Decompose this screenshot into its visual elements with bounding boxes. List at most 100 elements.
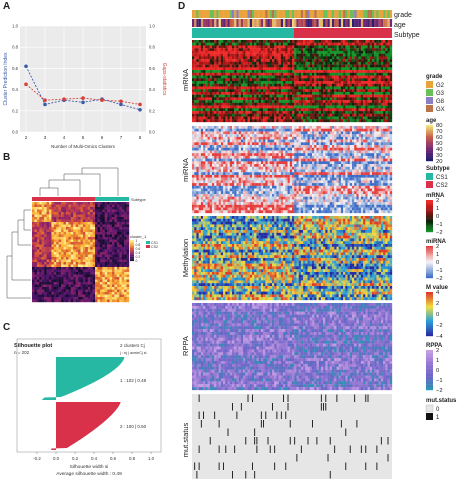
legend-tick: −1	[436, 222, 443, 228]
subtype-track-label: Subtype	[131, 197, 146, 202]
panel-c-silhouette: Silhouette plot n = 202 2 clusters Cj j …	[14, 338, 162, 477]
x-tick-label: -0.2	[33, 456, 41, 461]
legend-label-grade: G2	[436, 83, 445, 89]
legend-tick: 70	[436, 129, 442, 135]
legend-label-subtype: CS2	[436, 183, 448, 189]
silhouette-cluster-2	[51, 402, 121, 450]
legend-tick: −2	[436, 323, 443, 329]
legend-tick: −2	[436, 388, 443, 394]
track-label-grade: grade	[394, 12, 412, 19]
silhouette-x-label: Silhouette width si	[70, 464, 109, 470]
y-right-tick-label: 0.2	[149, 108, 155, 113]
panel-d-multiomics-heatmap: grade age Subtype mRNA miRNA Methylation…	[181, 10, 457, 479]
legend-tick: 4	[436, 290, 440, 296]
x-tick-label: 0.2	[72, 456, 79, 461]
cluster-legend-tick: 0.2	[136, 255, 141, 259]
series-2-point	[119, 99, 123, 104]
series-1-point	[119, 102, 123, 107]
legend-swatch-cs2	[146, 245, 150, 248]
y-left-tick-label: 0.2	[12, 108, 18, 113]
panel-label-d: D	[178, 1, 186, 12]
series-2-point	[43, 98, 47, 102]
legend-swatch-grade	[426, 89, 433, 96]
row-label-rppa: RPPA	[181, 336, 190, 356]
y-right-tick-label: 1.0	[149, 24, 155, 29]
series-2-point	[62, 97, 66, 101]
legend-label-mut-0: 0	[436, 407, 440, 413]
legend-tick: 0	[436, 214, 439, 220]
legend-title-rppa: RPPA	[426, 343, 443, 349]
average-silhouette: Average silhouette width : 0.49	[56, 471, 122, 477]
silhouette-header: j : nj | aveieCj si	[119, 351, 147, 355]
legend-label-mut-1: 1	[436, 415, 440, 421]
y-right-axis-label: Gaps-statistics	[161, 63, 167, 96]
top-dendrogram	[39, 167, 119, 196]
legend-label-cs1: CS1	[151, 241, 158, 245]
x-tick-label: 2	[25, 135, 28, 140]
panel-a-chart: 2 3 4 5 6 7 8 0.0 0.2 0.4 0.6 0.8 1.0 0.0 0.2 0.4 0.6 0…	[3, 24, 167, 150]
x-tick-label: 1.0	[148, 456, 155, 461]
legend-label-subtype: CS1	[436, 175, 448, 181]
series-2-point	[24, 82, 28, 87]
legend-tick: 30	[436, 153, 442, 159]
cluster-legend-tick: 0.4	[136, 251, 141, 255]
legend-tick: −2	[436, 230, 443, 236]
y-right-tick-label: 0.4	[149, 87, 155, 92]
y-left-axis-label: Cluster Prediction Index	[3, 52, 9, 106]
legend-tick: 2	[436, 301, 439, 307]
y-right-tick-label: 0.6	[149, 66, 155, 71]
legend-swatch-subtype	[426, 173, 433, 180]
cluster-2-label: 2 : 100 | 0.50	[120, 424, 147, 429]
y-left-tick-label: 0.0	[12, 130, 18, 135]
left-dendrogram	[6, 209, 31, 299]
y-right-tick-label: 0.8	[149, 45, 155, 50]
consensus-matrix	[32, 202, 130, 303]
mutation-heatmap	[192, 394, 392, 479]
legend-tick: −4	[436, 334, 443, 340]
legend-title-mirna: miRNA	[426, 239, 447, 245]
track-label-age: age	[394, 22, 406, 29]
legend-tick: 2	[436, 348, 439, 354]
legend-tick: 1	[436, 206, 439, 212]
x-tick-label: 8	[139, 135, 142, 140]
silhouette-bars	[41, 357, 125, 450]
legend-tick: 40	[436, 147, 442, 153]
legend-title-subtype: Subtype	[426, 166, 450, 172]
row-label-mut-status: mut.status	[181, 422, 190, 457]
legend-tick: −1	[436, 378, 443, 384]
legend-tick: 2	[436, 244, 439, 250]
legend-swatch-mut-0	[425, 404, 434, 413]
subtype-bar-cs1	[95, 197, 129, 201]
legend-tick: 0	[436, 260, 439, 266]
legend-label-grade: G3	[436, 91, 445, 97]
series-1-point	[138, 107, 142, 112]
y-left-tick-label: 0.4	[12, 87, 18, 92]
legend-title-mut-status: mut.status	[426, 398, 457, 404]
series-1-point	[43, 102, 47, 107]
cluster-legend-tick: 0.6	[136, 247, 141, 251]
y-left-tick-label: 1.0	[12, 24, 18, 29]
silhouette-frame	[16, 338, 162, 453]
cluster-color-legend: 10.80.60.40.20	[130, 239, 140, 263]
methylation-heatmap	[192, 216, 393, 301]
legend-tick: 2	[436, 198, 439, 204]
x-tick-label: 0.0	[53, 456, 60, 461]
subtype-track-cs1	[192, 28, 294, 38]
series-2-point	[138, 102, 142, 107]
legend-swatch-grade	[426, 97, 433, 104]
legend-swatch-mut-1	[426, 413, 433, 420]
panel-label-a: A	[3, 1, 11, 12]
legend-tick: 0	[436, 312, 439, 318]
grade-track	[192, 10, 393, 18]
legend-swatch-grade	[426, 105, 433, 112]
cluster-legend-tick: 0	[136, 259, 138, 263]
cluster-legend-title: cluster_1	[130, 234, 147, 239]
legend-label-cs2: CS2	[151, 245, 158, 249]
rppa-heatmap	[192, 303, 393, 391]
legend-tick: 50	[436, 141, 442, 147]
series-2-point	[100, 98, 104, 102]
panel-label-b: B	[3, 152, 11, 163]
legend-title-age: age	[426, 118, 437, 124]
subtype-track-cs2	[294, 28, 392, 38]
